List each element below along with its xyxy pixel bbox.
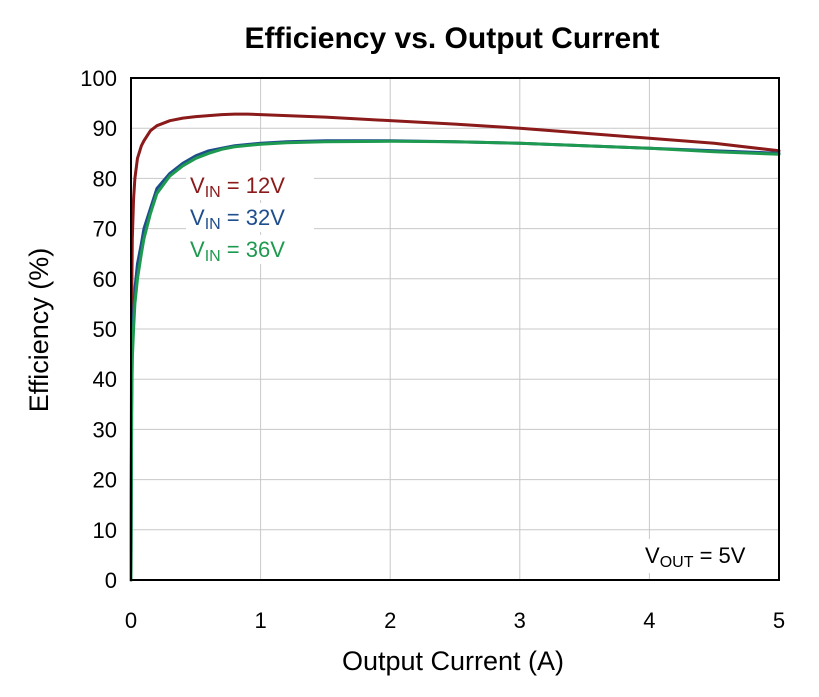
y-tick-label: 20 [93, 468, 117, 493]
y-tick-label: 0 [105, 568, 117, 593]
x-axis-label: Output Current (A) [342, 646, 564, 676]
series-layer [129, 112, 781, 582]
x-tick-label: 5 [773, 608, 785, 633]
legend-bg [186, 171, 314, 200]
legend: VIN = 12V VIN = 32V VIN = 36V [186, 171, 314, 265]
y-axis-label: Efficiency (%) [24, 248, 54, 413]
y-tick-label: 50 [93, 317, 117, 342]
y-tick-label: 70 [93, 217, 117, 242]
x-tick-label: 0 [125, 608, 137, 633]
legend-bg [186, 235, 314, 264]
vout-label: VOUT = 5V [645, 543, 746, 571]
y-tick-labels: 0 10 20 30 40 50 60 70 80 90 100 [80, 66, 117, 593]
x-tick-labels: 0 1 2 3 4 5 [125, 608, 785, 633]
chart-title: Efficiency vs. Output Current [244, 22, 659, 55]
legend-entry-3: VIN = 36V [190, 237, 285, 265]
y-tick-label: 60 [93, 267, 117, 292]
series-line-3 [129, 139, 781, 582]
x-tick-label: 4 [643, 608, 655, 633]
y-tick-label: 80 [93, 166, 117, 191]
legend-entry-2: VIN = 32V [190, 205, 285, 233]
legend-bg [186, 203, 314, 232]
y-tick-label: 30 [93, 417, 117, 442]
annotation-bg [639, 539, 771, 573]
x-tick-label: 3 [514, 608, 526, 633]
y-tick-label: 90 [93, 116, 117, 141]
y-tick-label: 100 [80, 66, 117, 91]
legend-entry-1: VIN = 12V [190, 173, 285, 201]
vout-annotation: VOUT = 5V [639, 539, 771, 573]
series-line-1 [129, 112, 781, 582]
x-tick-label: 1 [254, 608, 266, 633]
grid [130, 77, 780, 581]
y-tick-label: 10 [93, 518, 117, 543]
y-tick-label: 40 [93, 367, 117, 392]
plot-frame [130, 77, 780, 581]
x-tick-label: 2 [384, 608, 396, 633]
